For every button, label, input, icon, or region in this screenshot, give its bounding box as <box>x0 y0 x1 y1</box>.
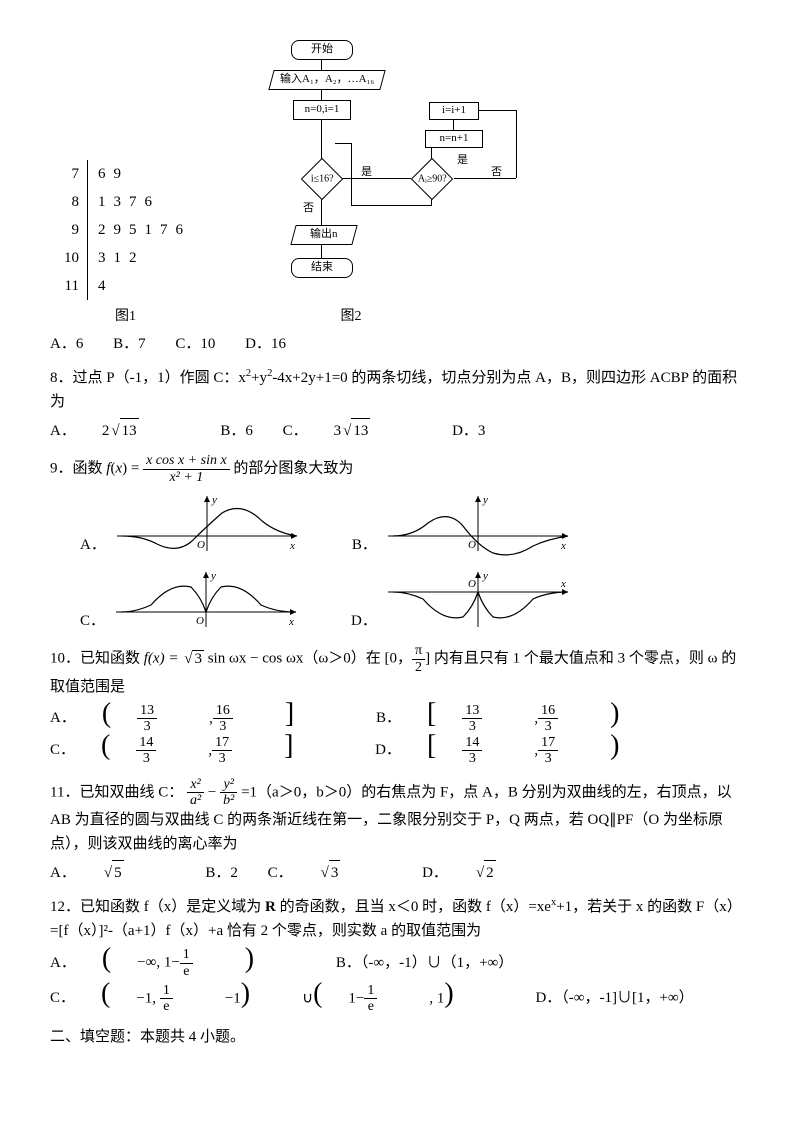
q8-opt-b: B．6 <box>220 419 253 443</box>
q11-opt-d: D．2 <box>422 860 548 885</box>
q9-opt-d: D． <box>351 609 377 637</box>
q9-graph-d: x yO <box>383 567 573 637</box>
stem-10: 10 <box>60 244 88 272</box>
stem-11: 11 <box>60 272 88 300</box>
q8-opt-a: A．213 <box>50 418 191 443</box>
fc-init: n=0,i=1 <box>305 101 340 119</box>
svg-text:x: x <box>289 540 295 552</box>
leaves-10: 312 <box>88 244 202 272</box>
q10-opt-b: B．[133,163) <box>376 703 671 735</box>
svg-text:y: y <box>482 494 488 506</box>
fig2-label: 图2 <box>171 306 531 328</box>
q7-opt-d: D．16 <box>245 332 286 356</box>
fc-input: 输入A₁，A₂，…A₁₆ <box>280 71 374 89</box>
q8-opt-c: C．313 <box>283 418 423 443</box>
stem-7: 7 <box>60 160 88 188</box>
fc-output: 输出n <box>310 226 338 244</box>
svg-text:x: x <box>560 540 566 552</box>
leaves-9: 295176 <box>88 216 202 244</box>
fc-end: 结束 <box>311 259 333 277</box>
q8-opt-d: D．3 <box>452 419 485 443</box>
q9-opt-a: A． <box>80 533 106 561</box>
svg-text:O: O <box>196 615 204 627</box>
q11-opt-a: A．5 <box>50 860 176 885</box>
q8-options: A．213 B．6 C．313 D．3 <box>50 418 750 443</box>
stem-leaf-plot: 769 81376 9295176 10312 114 图1 <box>50 160 201 328</box>
q10-opt-c: C．(143,173] <box>50 735 345 767</box>
q9-opt-b: B． <box>352 533 377 561</box>
fc-yes2: 是 <box>457 152 468 170</box>
svg-text:y: y <box>211 494 217 506</box>
q12-opt-b: B．（-∞，-1）∪（1，+∞） <box>336 951 513 975</box>
fc-cond1: i≤16? <box>311 171 334 187</box>
q12-options-row1: A．(−∞, 1−1e) B．（-∞，-1）∪（1，+∞） <box>50 947 750 979</box>
q8-text: 8．过点 P（-1，1）作圆 C：x2+y2-4x+2y+1=0 的两条切线，切… <box>50 366 750 414</box>
q10-opt-a: A．(133,163] <box>50 703 346 735</box>
q11-opt-c: C．3 <box>268 860 393 885</box>
q12-options-row2: C．(−1, 1e−1)∪(1−1e, 1) D．（-∞，-1]∪[1，+∞） <box>50 983 750 1015</box>
q11-options: A．5 B．2 C．3 D．2 <box>50 860 750 885</box>
svg-text:y: y <box>210 570 216 582</box>
fc-no2: 否 <box>491 164 502 182</box>
q10-options: A．(133,163] B．[133,163) C．(143,173] D．[1… <box>50 703 750 767</box>
q12-opt-a: A．(−∞, 1−1e) <box>50 947 306 979</box>
flowchart-container: 开始 输入A₁，A₂，…A₁₆ n=0,i=1 i≤16? 输出n 结束 Aᵢ≥… <box>231 40 531 328</box>
svg-text:O: O <box>197 539 205 551</box>
top-figures-row: 769 81376 9295176 10312 114 图1 开始 输入A <box>50 40 750 328</box>
leaves-8: 1376 <box>88 188 202 216</box>
q11-opt-b: B．2 <box>205 861 238 885</box>
q9-graph-a: x y O <box>112 491 302 561</box>
q7-opt-c: C．10 <box>175 332 215 356</box>
q7-opt-b: B．7 <box>113 332 146 356</box>
q10-text: 10．已知函数 f(x) = 3 sin ωx − cos ωx（ω＞0）在 [… <box>50 643 750 699</box>
svg-text:x: x <box>560 578 566 590</box>
q12-opt-c: C．(−1, 1e−1)∪(1−1e, 1) <box>50 983 506 1015</box>
fc-cond2: Aᵢ≥90? <box>418 171 447 187</box>
fc-no1: 否 <box>303 200 314 218</box>
stem-9: 9 <box>60 216 88 244</box>
q7-options: A．6 B．7 C．10 D．16 <box>50 332 750 356</box>
svg-text:x: x <box>288 616 294 628</box>
fc-inc-i: i=i+1 <box>442 102 466 120</box>
q7-opt-a: A．6 <box>50 332 83 356</box>
q9-graph-c: x y O <box>111 567 301 637</box>
stem-8: 8 <box>60 188 88 216</box>
svg-text:O: O <box>468 578 476 590</box>
q9-text: 9．函数 f(x) = x cos x + sin xx² + 1 的部分图象大… <box>50 453 750 485</box>
fc-inc-n: n=n+1 <box>440 130 469 148</box>
leaves-7: 69 <box>88 160 202 188</box>
q9-opt-c: C． <box>80 609 105 637</box>
fc-start: 开始 <box>311 41 333 59</box>
svg-text:y: y <box>482 570 488 582</box>
fc-yes1: 是 <box>361 164 372 182</box>
q12-opt-d: D．（-∞，-1]∪[1，+∞） <box>535 986 693 1010</box>
q12-text: 12．已知函数 f（x）是定义域为 R 的奇函数，且当 x＜0 时，函数 f（x… <box>50 895 750 943</box>
q11-text: 11．已知双曲线 C： x²a² − y²b² =1（a＞0，b＞0）的右焦点为… <box>50 777 750 857</box>
q10-opt-d: D．[143,173) <box>375 735 671 767</box>
leaves-11: 4 <box>88 272 202 300</box>
section-2-header: 二、填空题：本题共 4 小题。 <box>50 1025 750 1049</box>
svg-text:O: O <box>468 539 476 551</box>
q9-graph-b: x y O <box>383 491 573 561</box>
